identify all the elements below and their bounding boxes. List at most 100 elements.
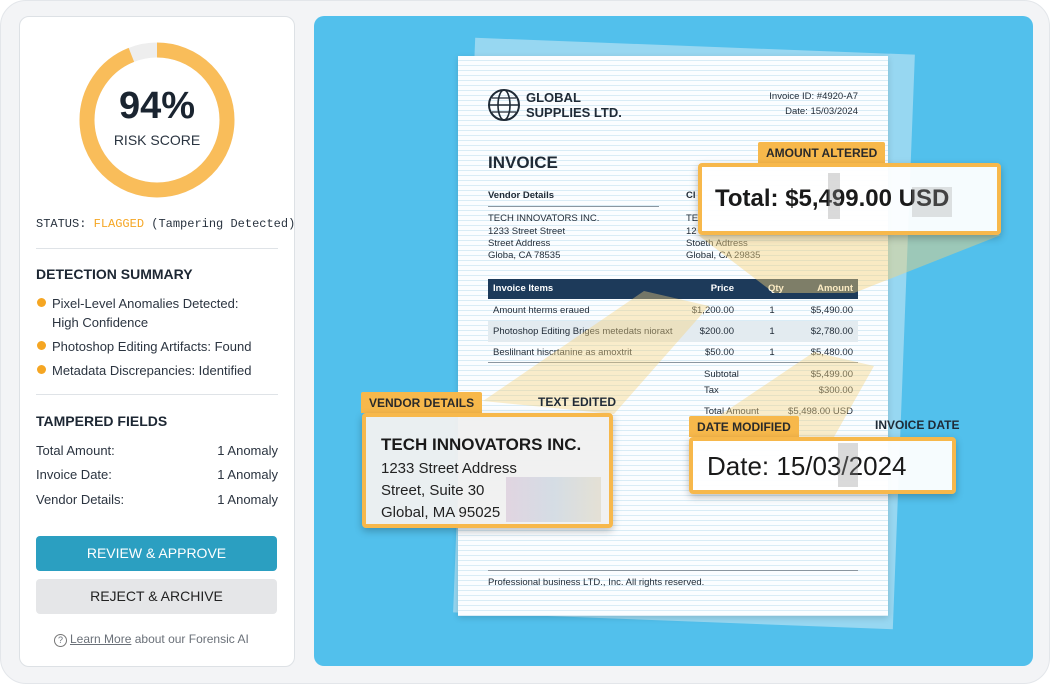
table-header: [488, 279, 858, 299]
callout-text: Total: $5,499.00 USD: [715, 185, 950, 212]
footer-text: about our Forensic AI: [134, 632, 249, 646]
client-line: 12: [686, 226, 697, 237]
beam: [689, 352, 874, 437]
field-name: Vendor Details:: [36, 492, 125, 507]
total-value: $5,499.00: [810, 369, 853, 380]
learn-more-link[interactable]: Learn More: [70, 632, 132, 646]
field-count: 1 Anomaly: [217, 492, 278, 507]
divider: [36, 394, 278, 395]
table-cell: 1: [769, 326, 775, 337]
table-cell: $1,200.00: [691, 305, 734, 316]
total-label: Subtotal: [704, 369, 739, 380]
globe-logo: [488, 89, 520, 121]
client-heading: Cl: [686, 190, 696, 201]
table-cell: $2,780.00: [810, 326, 853, 337]
divider: [36, 248, 278, 249]
footer-note: ? Learn More about our Forensic AI: [54, 632, 249, 647]
callout-line: Street, Suite 30: [381, 482, 485, 499]
total-label: Total Amount: [704, 406, 759, 417]
vendor-heading: Vendor Details: [488, 190, 554, 201]
callout-line: Global, MA 95025: [381, 504, 501, 521]
vendor-callout: TECH INNOVATORS INC. 1233 Street Address…: [362, 413, 613, 528]
callout-text: Date: 15/03/2024: [707, 451, 907, 481]
summary-item: Photoshop Editing Artifacts: Found: [52, 339, 252, 354]
pixelation: [828, 173, 840, 219]
client-line: Global, CA 29835: [686, 250, 761, 261]
callout-line: 1233 Street Address: [381, 460, 517, 477]
bullet: [37, 365, 46, 374]
table-cell: 1: [769, 347, 775, 358]
callout-note: TEXT EDITED: [538, 395, 617, 409]
status: STATUS: FLAGGED (Tampering Detected): [36, 217, 295, 231]
summary-item: High Confidence: [52, 315, 149, 330]
callout-tag: DATE MODIFIED: [689, 416, 799, 437]
client-line: TE: [686, 213, 699, 224]
vendor-line: 1233 Street Street: [488, 226, 566, 237]
risk-score: 94%: [118, 85, 196, 127]
date-callout: Date: 15/03/2024: [689, 437, 956, 494]
callout-line: TECH INNOVATORS INC.: [381, 435, 582, 454]
vendor-line: TECH INNOVATORS INC.: [488, 213, 600, 224]
field-name: Total Amount:: [36, 443, 115, 458]
beam: [483, 291, 709, 414]
rule: [488, 362, 858, 363]
table-cell: $5,480.00: [810, 347, 853, 358]
table-cell: Beslilnant hiscrtanine as amoxtrit: [493, 347, 632, 358]
risk-gauge: [79, 42, 235, 198]
total-value: $300.00: [818, 385, 853, 396]
callout-note: INVOICE DATE: [875, 418, 960, 432]
rule: [488, 570, 858, 571]
field-count: 1 Anomaly: [217, 467, 278, 482]
bullet: [37, 341, 46, 350]
callout-tag: VENDOR DETAILS: [361, 392, 483, 413]
table-cell: $50.00: [704, 347, 734, 358]
vendor-line: Globa, CA 78535: [488, 250, 561, 261]
table-cell: Photoshop Editing Briges metedats niorax…: [493, 326, 673, 337]
bullet: [37, 298, 46, 307]
gauge-arc: [79, 42, 235, 198]
vendor-line: Street Address: [488, 238, 551, 249]
table-cell: Amount hterms eraued: [493, 305, 590, 316]
field-name: Invoice Date:: [36, 467, 112, 482]
invoice-id: Invoice ID: #4920-A7: [769, 91, 858, 102]
rule: [488, 206, 659, 207]
approve-button[interactable]: REVIEW & APPROVE: [36, 536, 277, 571]
table-head-cell: Price: [710, 283, 734, 294]
total-label: Tax: [704, 385, 719, 396]
table-head-cell: Invoice Items: [493, 283, 554, 294]
company-name: SUPPLIES LTD.: [526, 105, 622, 120]
summary-item: Pixel-Level Anomalies Detected:: [52, 296, 239, 311]
table-cell: $200.00: [699, 326, 734, 337]
invoice-date: Date: 15/03/2024: [785, 106, 858, 117]
status-value: FLAGGED: [93, 217, 145, 231]
pixelation: [838, 443, 858, 487]
table-cell: 1: [769, 305, 775, 316]
status-note: (Tampering Detected): [151, 217, 296, 231]
help-icon: ?: [54, 634, 67, 647]
total-value: $5,498.00 USD: [788, 406, 853, 417]
invoice-footer: Professional business LTD., Inc. All rig…: [488, 577, 705, 588]
table-head-cell: Amount: [817, 283, 853, 294]
section-title: DETECTION SUMMARY: [36, 266, 193, 282]
risk-caption: RISK SCORE: [113, 132, 201, 148]
analysis-panel: 94% RISK SCORE STATUS: FLAGGED (Tamperin…: [19, 16, 295, 667]
summary-item: Metadata Discrepancies: Identified: [52, 363, 252, 378]
section-title: TAMPERED FIELDS: [36, 413, 168, 429]
table-head-cell: Qty: [768, 283, 784, 294]
document-view: GLOBAL SUPPLIES LTD. Invoice ID: #4920-A…: [314, 16, 1033, 666]
status-label: STATUS:: [36, 217, 87, 231]
amount-callout: Total: $5,499.00 USD: [698, 163, 1001, 235]
invoice-title: INVOICE: [488, 153, 558, 172]
company-name: GLOBAL: [526, 90, 581, 105]
reject-button[interactable]: REJECT & ARCHIVE: [36, 579, 277, 614]
field-count: 1 Anomaly: [217, 443, 278, 458]
connectors: [483, 235, 1001, 437]
client-line: Stoeth Adtress: [686, 238, 748, 249]
callout-tag: AMOUNT ALTERED: [758, 142, 886, 163]
pixelation: [912, 187, 952, 217]
row-shade: [488, 321, 858, 342]
beam: [698, 235, 1001, 293]
table-cell: $5,490.00: [810, 305, 853, 316]
